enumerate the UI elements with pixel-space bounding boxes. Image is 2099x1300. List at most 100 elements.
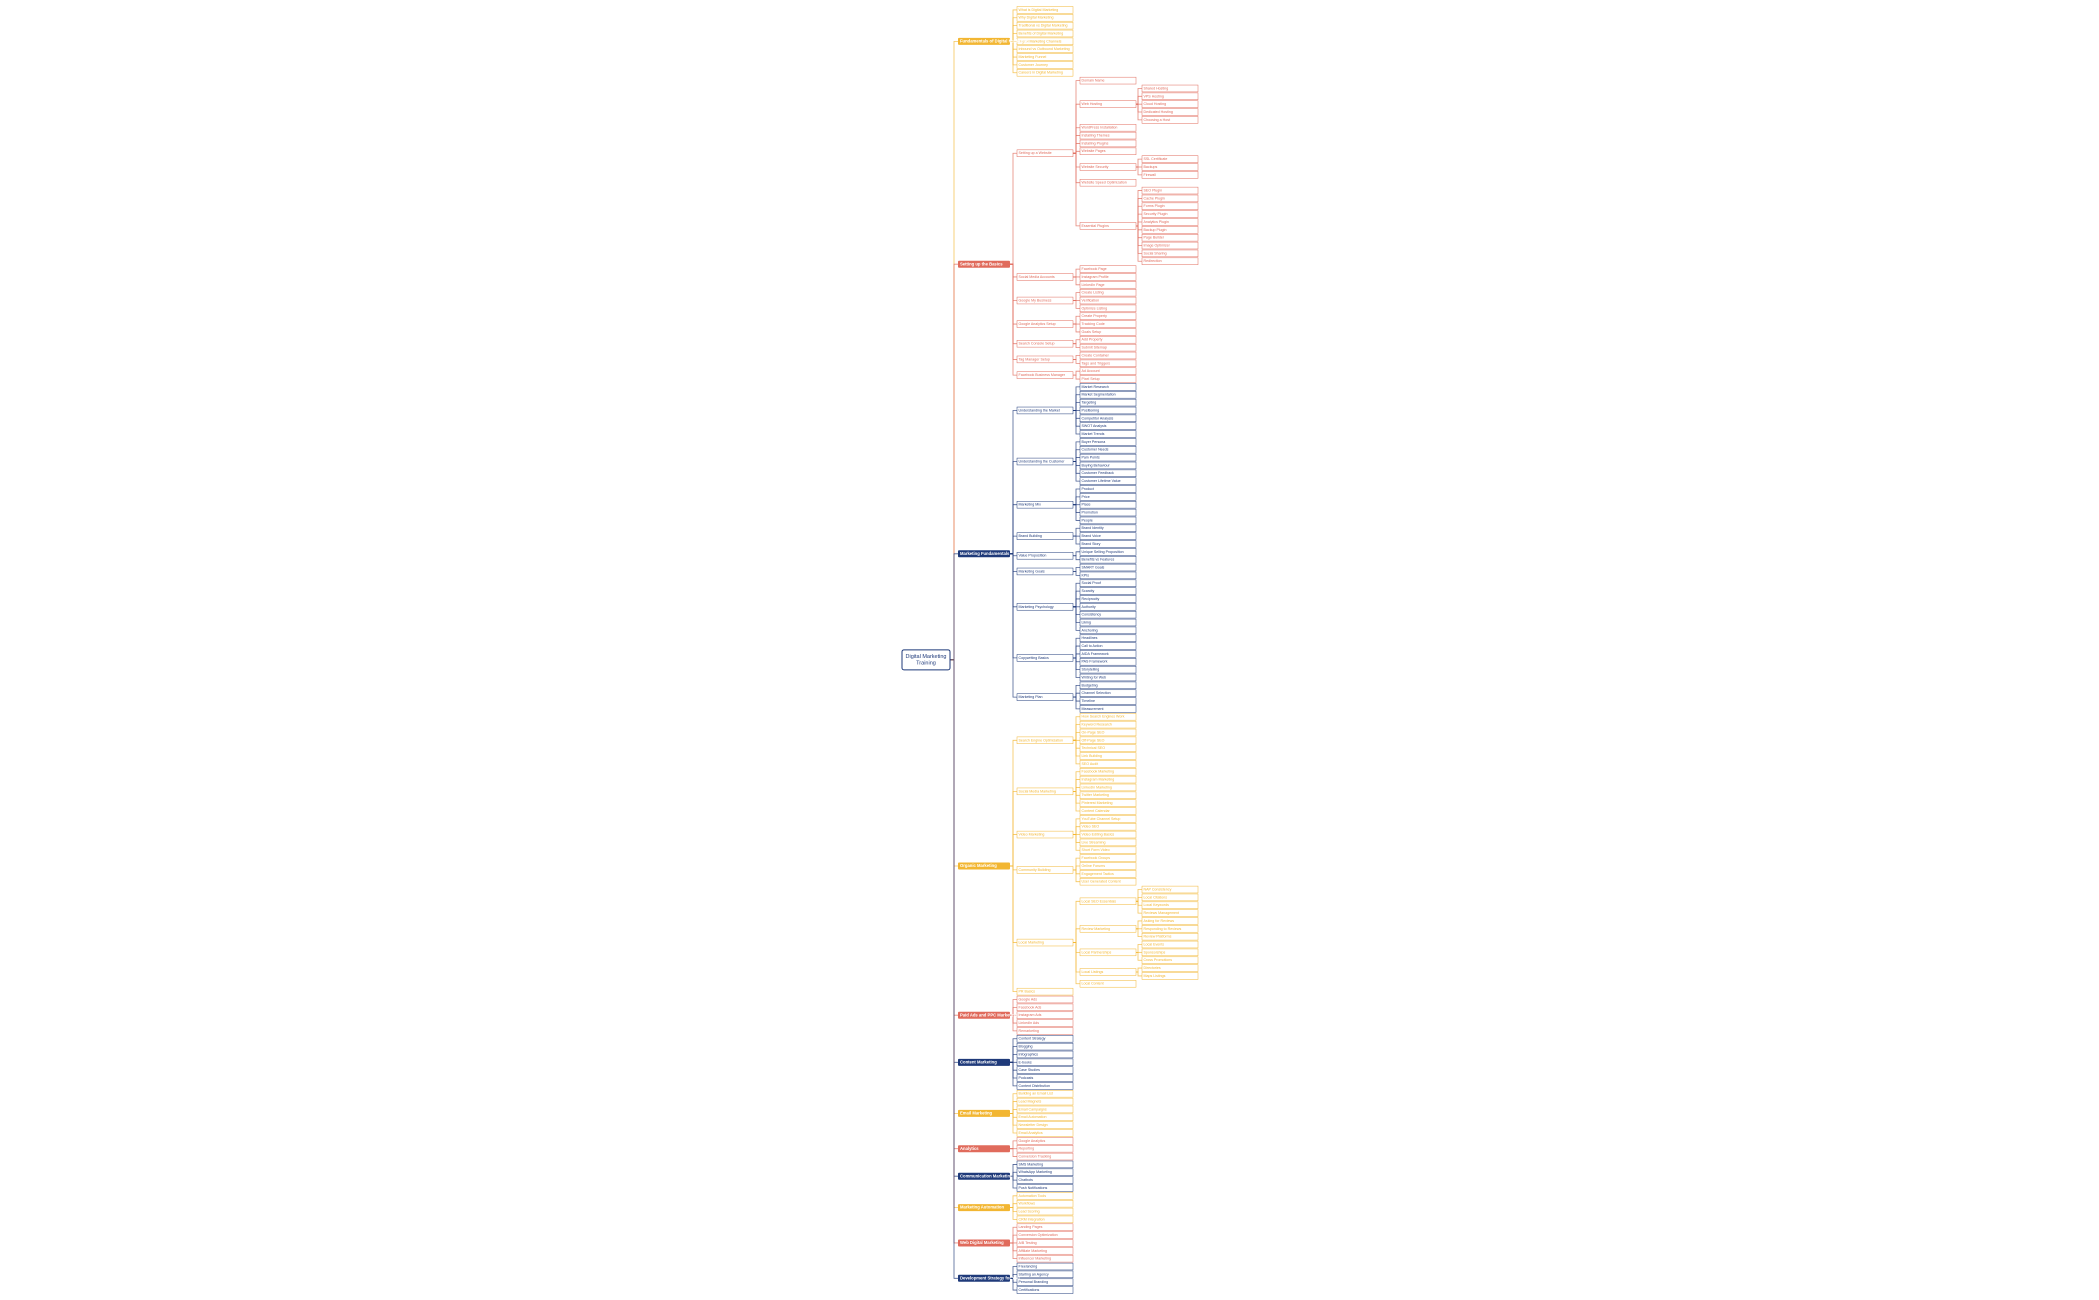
connector bbox=[1073, 441, 1080, 462]
topic-node bbox=[1016, 1105, 1074, 1114]
topic-label: PAS Framework bbox=[1082, 660, 1108, 664]
topic-node bbox=[1079, 838, 1137, 847]
topic-node bbox=[1016, 532, 1074, 540]
connector bbox=[1073, 343, 1080, 349]
topic-label: Goals Setup bbox=[1082, 330, 1102, 334]
connector bbox=[1136, 928, 1142, 938]
topic-label: Forms Plugin bbox=[1144, 204, 1165, 208]
branch-node bbox=[958, 1239, 1010, 1247]
connector bbox=[1010, 553, 1017, 572]
topic-label: Copywriting Basics bbox=[1019, 656, 1050, 660]
topic-label: On-Page SEO bbox=[1082, 730, 1105, 734]
topic-label: Redirection bbox=[1144, 259, 1162, 263]
connector bbox=[1073, 496, 1080, 506]
topic-node bbox=[1079, 406, 1137, 415]
connector bbox=[1073, 942, 1080, 953]
topic-node bbox=[1016, 787, 1074, 796]
topic-label: Conversion Tracking bbox=[1019, 1155, 1052, 1159]
connector bbox=[1073, 323, 1080, 333]
topic-node bbox=[1016, 1286, 1074, 1294]
topic-node bbox=[1141, 932, 1199, 941]
topic-label: LinkedIn Ads bbox=[1019, 1021, 1040, 1025]
topic-label: WordPress Installation bbox=[1082, 126, 1118, 130]
links bbox=[950, 9, 1142, 1291]
topic-label: Benefits vs Features bbox=[1082, 558, 1115, 562]
topic-node bbox=[1016, 371, 1074, 379]
topic-node bbox=[1079, 744, 1137, 752]
connector bbox=[1073, 790, 1080, 812]
topic-node bbox=[1016, 1168, 1074, 1176]
topic-label: LinkedIn Marketing bbox=[1082, 785, 1112, 789]
connector bbox=[1010, 1112, 1017, 1118]
topic-label: What is Digital Marketing bbox=[1019, 8, 1059, 12]
topic-node bbox=[1016, 1145, 1074, 1153]
connector bbox=[1136, 920, 1142, 930]
topic-node bbox=[1079, 383, 1137, 391]
topic-node bbox=[1079, 273, 1137, 281]
topic-node bbox=[1016, 1027, 1074, 1035]
topic-node bbox=[1079, 446, 1137, 454]
branch-label: Setting up the Basics bbox=[960, 261, 1003, 266]
topic-label: Careers in Digital Marketing bbox=[1019, 71, 1063, 75]
connector bbox=[1010, 263, 1017, 345]
topic-label: Push Notifications bbox=[1019, 1186, 1048, 1190]
topic-label: Instagram Ads bbox=[1019, 1013, 1042, 1017]
topic-label: Case Studies bbox=[1019, 1068, 1041, 1072]
connector bbox=[1136, 225, 1142, 262]
connector bbox=[1136, 103, 1142, 121]
topic-label: Responding to Reviews bbox=[1144, 927, 1182, 931]
connector bbox=[1073, 790, 1080, 796]
connector bbox=[1073, 779, 1080, 792]
topic-node bbox=[1079, 642, 1137, 650]
connector bbox=[1073, 900, 1080, 943]
topic-node bbox=[1141, 234, 1199, 242]
connector bbox=[1136, 166, 1142, 176]
topic-label: Why Digital Marketing bbox=[1019, 16, 1054, 20]
topic-label: Create Listing bbox=[1082, 291, 1104, 295]
connector bbox=[1010, 739, 1017, 867]
topic-label: Reviews Management bbox=[1144, 911, 1180, 915]
topic-node bbox=[1079, 453, 1137, 462]
topic-node bbox=[1079, 556, 1137, 564]
topic-label: SEO Plugin bbox=[1144, 189, 1163, 193]
topic-label: Social Sharing bbox=[1144, 251, 1167, 255]
topic-node bbox=[1079, 665, 1137, 674]
topic-node bbox=[1079, 563, 1137, 572]
topic-label: Targeting bbox=[1082, 401, 1097, 405]
topic-node bbox=[1079, 430, 1137, 438]
topic-node bbox=[1079, 312, 1137, 320]
topic-label: Influencer Marketing bbox=[1019, 1257, 1052, 1261]
topic-label: Website Speed Optimization bbox=[1082, 181, 1127, 185]
topic-label: Engagement Tactics bbox=[1082, 872, 1114, 876]
topic-label: KPIs bbox=[1082, 573, 1090, 577]
topic-node bbox=[1079, 359, 1137, 368]
topic-label: WhatsApp Marketing bbox=[1019, 1170, 1052, 1174]
topic-node bbox=[1016, 296, 1074, 305]
topic-node bbox=[1141, 202, 1199, 210]
topic-label: Link Building bbox=[1082, 754, 1102, 758]
topic-label: Off-Page SEO bbox=[1082, 738, 1105, 742]
connector bbox=[1073, 504, 1080, 521]
topic-label: Create Container bbox=[1082, 353, 1110, 357]
connector bbox=[1010, 263, 1017, 301]
topic-node bbox=[1016, 53, 1074, 61]
topic-node bbox=[1079, 610, 1137, 619]
topic-node bbox=[1016, 1042, 1074, 1051]
connector bbox=[1073, 716, 1080, 741]
topic-node bbox=[1079, 265, 1137, 273]
connector bbox=[1010, 263, 1017, 360]
topic-node bbox=[1016, 1184, 1074, 1192]
topic-label: Directories bbox=[1144, 966, 1161, 970]
topic-label: Search Engine Optimization bbox=[1019, 738, 1064, 742]
topic-label: Submit Sitemap bbox=[1082, 346, 1107, 350]
topic-label: Installing Plugins bbox=[1082, 141, 1109, 145]
topic-label: Automation Tools bbox=[1019, 1194, 1047, 1198]
topic-node bbox=[1079, 336, 1137, 344]
topic-node bbox=[1016, 1019, 1074, 1027]
topic-node bbox=[1079, 540, 1137, 548]
connector bbox=[1136, 225, 1142, 239]
connector bbox=[1136, 190, 1142, 227]
connector bbox=[1010, 1038, 1017, 1063]
topic-node bbox=[1141, 210, 1199, 218]
topic-node bbox=[1079, 398, 1137, 407]
